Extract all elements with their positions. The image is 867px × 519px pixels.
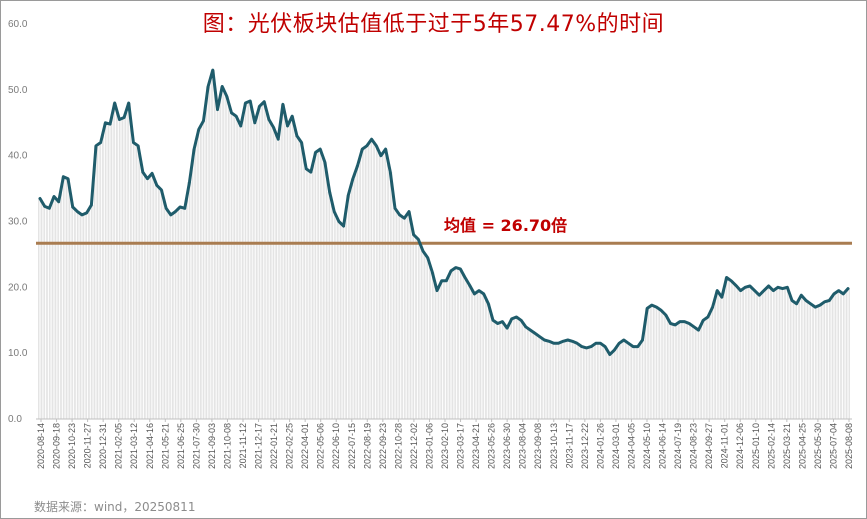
x-tick-label: 2025-05-30	[813, 423, 823, 469]
x-tick-label: 2020-12-31	[98, 423, 108, 469]
y-tick-label: 20.0	[8, 282, 28, 293]
average-line-group: 均值 = 26.70倍	[36, 216, 852, 245]
y-tick-label: 50.0	[8, 85, 28, 96]
y-tick-label: 0.0	[8, 414, 22, 425]
x-tick-label: 2021-12-17	[254, 423, 264, 469]
data-source-note: 数据来源：wind，20250811	[34, 500, 196, 514]
x-tick-label: 2025-07-04	[828, 423, 838, 469]
x-tick-label: 2024-05-10	[642, 423, 652, 469]
x-tick-label: 2022-08-19	[362, 423, 372, 469]
x-tick-label: 2022-10-28	[393, 423, 403, 469]
x-tick-label: 2023-03-17	[456, 423, 466, 469]
x-tick-label: 2022-06-10	[331, 423, 341, 469]
x-tick-label: 2024-04-05	[626, 423, 636, 469]
y-tick-label: 10.0	[8, 348, 28, 359]
series-line	[38, 68, 850, 356]
x-tick-label: 2024-12-06	[735, 423, 745, 469]
x-tick-label: 2023-02-10	[440, 423, 450, 469]
x-tick-label: 2023-10-13	[549, 423, 559, 469]
x-tick-label: 2024-06-14	[658, 423, 668, 469]
x-tick-label: 2021-09-03	[207, 423, 217, 469]
x-tick-label: 2020-08-14	[36, 423, 46, 469]
y-tick-label: 30.0	[8, 217, 28, 228]
x-tick-label: 2023-12-22	[580, 423, 590, 469]
x-tick-label: 2021-04-16	[145, 423, 155, 469]
x-tick-label: 2024-11-01	[720, 423, 730, 468]
x-tick-label: 2023-05-26	[487, 423, 497, 469]
x-tick-label: 2023-06-30	[502, 423, 512, 469]
value-bars	[38, 70, 850, 419]
x-tick-label: 2022-04-01	[300, 423, 310, 469]
x-tick-label: 2022-05-06	[316, 423, 326, 469]
x-tick-label: 2023-09-08	[533, 423, 543, 469]
x-tick-label: 2021-10-08	[222, 423, 232, 469]
x-tick-label: 2022-01-21	[269, 423, 279, 469]
x-tick-label: 2025-04-25	[797, 423, 807, 469]
x-tick-label: 2024-08-23	[689, 423, 699, 469]
x-tick-label: 2020-10-23	[67, 423, 77, 469]
x-tick-label: 2023-01-06	[424, 423, 434, 469]
x-tick-label: 2023-08-04	[518, 423, 528, 469]
x-tick-label: 2020-09-18	[52, 423, 62, 469]
x-tick-label: 2021-05-21	[160, 423, 170, 469]
chart-title: 图：光伏板块估值低于过于5年57.47%的时间	[202, 12, 665, 37]
average-label: 均值 = 26.70倍	[444, 216, 567, 235]
x-tick-label: 2022-07-15	[347, 423, 357, 469]
x-tick-label: 2021-06-25	[176, 423, 186, 469]
x-tick-label: 2021-03-12	[129, 423, 139, 469]
x-tick-label: 2022-12-02	[409, 423, 419, 469]
x-tick-label: 2022-09-23	[378, 423, 388, 469]
x-tick-label: 2021-02-05	[114, 423, 124, 469]
x-tick-label: 2024-01-26	[595, 423, 605, 469]
y-tick-label: 40.0	[8, 151, 28, 162]
x-tick-labels: 2020-08-14 2020-09-18 2020-10-23 2020-11-27…	[36, 419, 854, 469]
x-tick-label: 2024-09-27	[704, 423, 714, 469]
x-tick-label: 2022-02-25	[285, 423, 295, 469]
x-tick-label: 2023-04-21	[471, 423, 481, 469]
x-tick-label: 2024-03-01	[611, 423, 621, 469]
x-tick-label: 2025-08-08	[844, 423, 854, 469]
series-line-group	[38, 68, 850, 356]
x-tick-label: 2025-03-21	[782, 423, 792, 469]
x-tick-label: 2021-07-30	[191, 423, 201, 469]
x-tick-label: 2020-11-27	[83, 423, 93, 468]
x-tick-label: 2021-11-12	[238, 423, 248, 468]
y-tick-label: 60.0	[8, 19, 28, 30]
x-tick-label: 2025-02-14	[766, 423, 776, 469]
x-tick-label: 2024-07-19	[673, 423, 683, 469]
x-tick-label: 2025-01-10	[751, 423, 761, 469]
x-tick-label: 2023-11-17	[564, 423, 574, 468]
y-tick-labels: 0.0 10.0 20.0 30.0 40.0 50.0 60.0	[8, 19, 28, 425]
